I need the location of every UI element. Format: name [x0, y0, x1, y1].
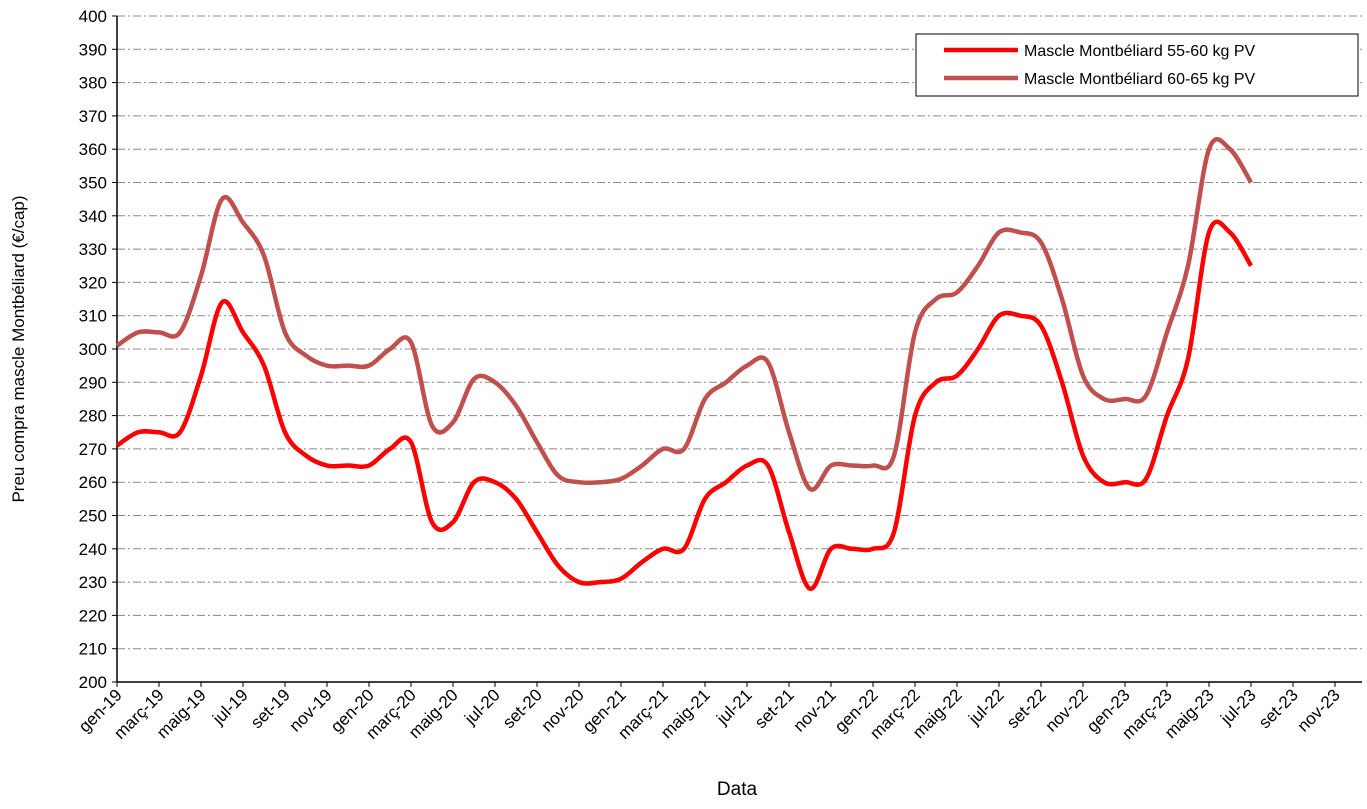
y-tick-label: 390: [79, 40, 107, 59]
y-tick-label: 220: [79, 606, 107, 625]
legend-box: [915, 33, 1359, 97]
x-axis-title: Data: [717, 779, 758, 800]
x-tick-label: set-23: [1255, 685, 1302, 732]
y-tick-label: 350: [79, 174, 107, 193]
y-axis-title: Preu compra mascle Montbéliard (€/cap): [9, 195, 28, 502]
y-tick-label: 200: [79, 673, 107, 692]
y-tick-label: 290: [79, 373, 107, 392]
x-tick-label: jul-21: [712, 685, 756, 729]
x-tick-label: nov-21: [790, 685, 840, 735]
x-tick-label: nov-22: [1042, 685, 1092, 735]
series-line: [115, 219, 1253, 592]
y-tick-label: 250: [79, 507, 107, 526]
y-tick-label: 330: [79, 240, 107, 259]
x-tick-label: nov-23: [1294, 685, 1344, 735]
y-tick-label: 300: [79, 340, 107, 359]
x-tick-label: jul-19: [208, 685, 252, 729]
x-tick-label: set-21: [751, 685, 798, 732]
x-tick-label: set-22: [1003, 685, 1050, 732]
y-tick-label: 370: [79, 107, 107, 126]
x-tick-label: set-19: [247, 685, 294, 732]
legend-label: Mascle Montbéliard 55-60 kg PV: [1024, 43, 1256, 60]
x-tick-label: jul-20: [460, 685, 504, 729]
y-tick-label: 320: [79, 273, 107, 292]
x-tick-label: jul-22: [964, 685, 1008, 729]
x-tick-label: nov-19: [286, 685, 336, 735]
legend-label: Mascle Montbéliard 60-65 kg PV: [1024, 71, 1256, 88]
x-tick-label: nov-20: [538, 685, 588, 735]
y-tick-label: 360: [79, 140, 107, 159]
y-tick-label: 380: [79, 74, 107, 93]
y-tick-label: 340: [79, 207, 107, 226]
y-tick-label: 260: [79, 473, 107, 492]
x-tick-label: jul-23: [1216, 685, 1260, 729]
y-tick-label: 230: [79, 573, 107, 592]
x-tick-label: set-20: [499, 685, 546, 732]
y-tick-label: 210: [79, 640, 107, 659]
y-tick-label: 310: [79, 307, 107, 326]
y-tick-label: 400: [79, 7, 107, 26]
y-tick-label: 280: [79, 407, 107, 426]
series-line: [115, 137, 1253, 492]
y-tick-label: 270: [79, 440, 107, 459]
y-tick-label: 240: [79, 540, 107, 559]
